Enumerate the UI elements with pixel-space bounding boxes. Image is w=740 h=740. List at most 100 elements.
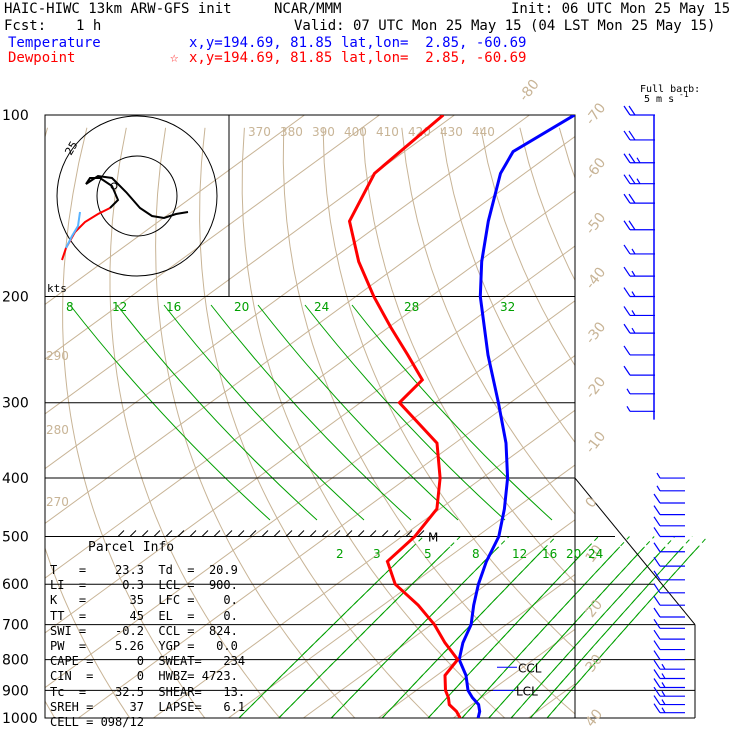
wind-barb-flag xyxy=(628,153,636,164)
wind-barb-flag xyxy=(623,266,631,277)
wind-barb-flag xyxy=(653,703,661,714)
wind-barb-flag xyxy=(653,542,661,553)
wind-barb-flag xyxy=(623,174,631,185)
dry-adiabat xyxy=(717,128,740,731)
level-hatch xyxy=(309,530,317,537)
pressure-tick-label: 1000 xyxy=(2,711,38,727)
mixing-ratio-line xyxy=(210,304,412,521)
pressure-tick-label: 900 xyxy=(2,683,29,699)
mixing-ratio-line xyxy=(257,304,459,521)
wind-barb-flag xyxy=(653,505,661,515)
barb-key-value: 5 m s xyxy=(644,94,675,105)
wind-barb-half xyxy=(631,310,636,316)
isotherm xyxy=(45,245,575,634)
isotherm-label: -30 xyxy=(583,319,610,347)
wind-barb-half xyxy=(661,690,666,697)
pressure-tick-label: 700 xyxy=(2,618,29,634)
wind-barb-flag xyxy=(653,570,661,581)
parcel-info-row: T = 23.3 Td = 20.9 xyxy=(50,563,238,577)
wind-barbs xyxy=(623,105,685,714)
dry-adiabat xyxy=(558,127,575,180)
isotherm xyxy=(45,115,305,306)
theta-label: 430 xyxy=(440,125,463,139)
temperature-profile xyxy=(457,115,575,718)
barb-key-unit-exponent: -1 xyxy=(679,90,689,99)
isotherm xyxy=(153,409,575,718)
level-hatch xyxy=(321,530,329,537)
wind-barb-flag xyxy=(653,583,661,594)
annotation-ccl: CCL xyxy=(518,661,542,675)
level-hatch xyxy=(345,530,353,537)
isotherm xyxy=(378,573,575,718)
wind-barb-flag xyxy=(628,220,636,231)
wind-barb-flag xyxy=(653,556,661,567)
dry-adiabat xyxy=(480,127,575,367)
hodograph-low-level xyxy=(61,207,111,261)
level-hatch xyxy=(381,530,389,537)
dry-adiabat xyxy=(282,127,575,715)
theta-label: 400 xyxy=(344,125,367,139)
dry-adiabat xyxy=(677,128,740,731)
wind-barb-flag xyxy=(653,695,661,705)
valid-time: Valid: 07 UTC Mon 25 May 15 (04 LST Mon … xyxy=(294,18,716,34)
wind-barb-flag xyxy=(653,527,661,537)
wind-barb-flag xyxy=(623,323,631,334)
dry-adiabat xyxy=(45,127,131,718)
star-icon: ☆ xyxy=(170,50,179,66)
isotherm-label: -70 xyxy=(583,100,610,128)
isotherm xyxy=(45,300,575,689)
annotation-lcl: LCL xyxy=(516,684,538,698)
dry-adiabats xyxy=(45,127,740,731)
wind-barb-flag xyxy=(653,618,661,629)
hodograph-ring-inner xyxy=(96,155,178,237)
level-hatch xyxy=(201,530,209,537)
temperature-xy: x,y=194.69, 81.85 xyxy=(189,35,333,51)
mixing-ratio-label: 12 xyxy=(512,547,527,561)
isotherms xyxy=(45,115,740,718)
level-hatch xyxy=(237,530,245,537)
mixing-ratio-line xyxy=(351,304,553,521)
pressure-tick-label: 600 xyxy=(2,577,29,593)
parcel-info-row: PW = 5.26 YGP = 0.0 xyxy=(50,639,238,653)
dewpoint-xy: x,y=194.69, 81.85 xyxy=(189,50,333,66)
pressure-tick-label: 500 xyxy=(2,529,29,545)
parcel-info-row: SREH = 37 LAPSE= 6.1 xyxy=(50,699,246,714)
mixing-ratio-line xyxy=(461,546,621,719)
wind-barb-half xyxy=(631,248,636,255)
frame-slant xyxy=(574,477,696,625)
wind-barb-half xyxy=(631,291,636,297)
mixing-ratio-line xyxy=(529,536,693,719)
wind-barb-flag xyxy=(623,287,631,297)
pressure-tick-label: 800 xyxy=(2,653,29,669)
mixing-ratio-line xyxy=(546,546,699,719)
mixing-ratio-line xyxy=(461,536,630,719)
level-hatch xyxy=(189,530,197,537)
theta-label: 270 xyxy=(46,495,69,509)
wind-barb-flag xyxy=(653,516,661,527)
mixing-ratio-label: 8 xyxy=(66,300,74,314)
dry-adiabat xyxy=(62,127,206,718)
isotherm xyxy=(45,135,575,525)
theta-label: 280 xyxy=(46,423,69,437)
wind-barb-flag xyxy=(623,105,631,116)
level-hatch xyxy=(129,530,137,537)
parcel-info-title: Parcel Info xyxy=(88,540,175,555)
mixing-ratio-line xyxy=(529,546,684,719)
wind-barb-half xyxy=(661,673,666,679)
hodograph-upper-level xyxy=(85,174,189,220)
level-hatch xyxy=(393,530,401,537)
theta-label: 390 xyxy=(312,125,335,139)
wind-barb-half xyxy=(656,485,661,492)
wind-barb-flag xyxy=(623,220,631,231)
level-hatch xyxy=(225,530,233,537)
level-hatch xyxy=(117,530,125,537)
parcel-info-row: Tc = 32.5 SHEAR= 13. xyxy=(50,684,246,699)
parcel-info-row: CELL = 098/12 xyxy=(50,715,144,729)
level-hatch xyxy=(165,530,173,537)
level-hatch xyxy=(417,530,425,537)
pressure-tick-label: 100 xyxy=(2,108,29,124)
level-hatch xyxy=(357,530,365,537)
isotherm xyxy=(603,115,740,718)
dry-adiabat xyxy=(362,127,575,584)
init-time: Init: 06 UTC Mon 25 May 15 xyxy=(511,1,731,17)
